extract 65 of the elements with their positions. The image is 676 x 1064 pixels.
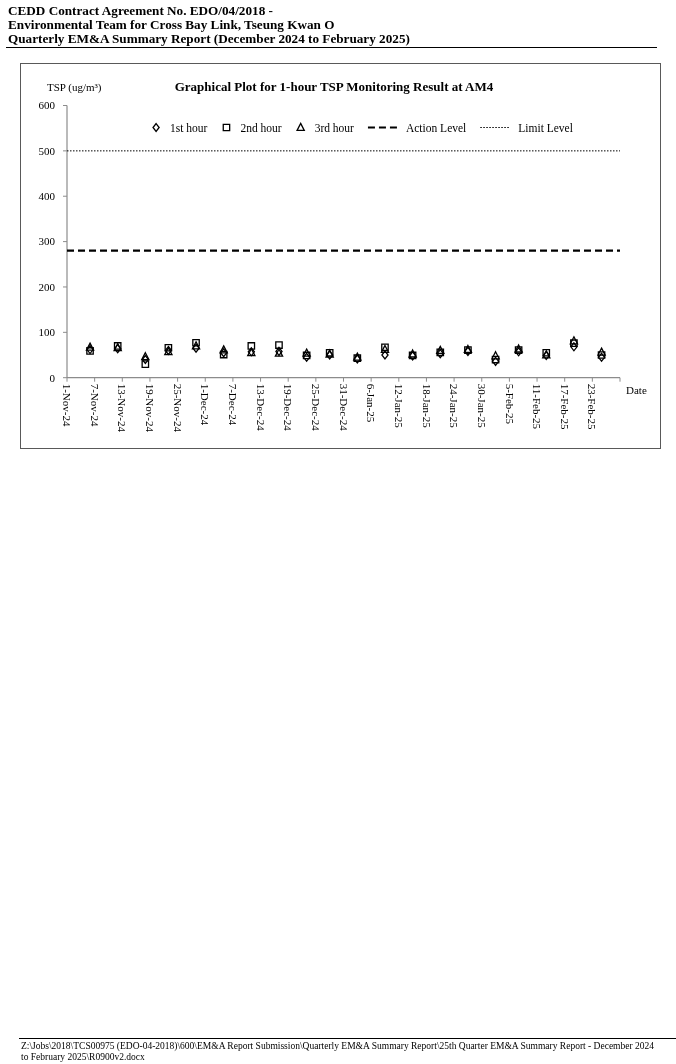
point xyxy=(85,342,95,351)
y-tick-label: 0 xyxy=(49,371,56,384)
x-axis-title: Date xyxy=(626,384,647,396)
text: Quarterly EM&A Summary Report (December 2024 to February 2025) xyxy=(8,31,410,46)
x-tick-label: 7-Dec-24 xyxy=(227,383,240,426)
y-tick-label: 300 xyxy=(38,235,56,248)
x-tick-label: 25-Nov-24 xyxy=(171,383,184,433)
point xyxy=(569,336,579,345)
point xyxy=(192,338,200,347)
point xyxy=(275,341,283,349)
point xyxy=(570,342,578,352)
x-tick-label: 5-Feb-25 xyxy=(503,383,516,425)
point xyxy=(381,350,389,360)
point xyxy=(219,345,228,354)
point xyxy=(514,347,523,357)
x-tick-label: 18-Jan-25 xyxy=(420,383,433,429)
text: Environmental Team for Cross Bay Link, Tseung Kwan O xyxy=(8,17,335,32)
x-tick-label: 12-Jan-25 xyxy=(392,383,405,429)
point xyxy=(353,352,362,361)
chart-title: Graphical Plot for 1-hour TSP Monitoring Result at AM4 xyxy=(174,79,494,94)
point xyxy=(302,348,311,357)
x-tick-label: 25-Dec-24 xyxy=(310,383,322,432)
x-tick-label: 1-Dec-24 xyxy=(199,383,212,426)
y-tick-label: 400 xyxy=(38,190,56,203)
point xyxy=(491,351,500,360)
point xyxy=(86,344,94,355)
x-tick-label: 13-Dec-24 xyxy=(254,383,267,432)
x-tick-label: 11-Feb-25 xyxy=(531,383,544,430)
point xyxy=(436,345,445,355)
y-axis-title: TSP (ug/m³) xyxy=(47,81,102,94)
x-tick-label: 31-Dec-24 xyxy=(337,383,350,432)
point xyxy=(86,347,94,355)
point xyxy=(141,354,150,365)
point xyxy=(141,352,150,361)
y-tick-label: 200 xyxy=(38,280,56,293)
legend-label: 1st hour xyxy=(170,121,208,134)
point xyxy=(247,342,256,350)
legend-label: Limit Level xyxy=(518,121,573,134)
point xyxy=(597,347,606,356)
x-tick-label: 1-Nov-24 xyxy=(61,383,74,427)
legend-label: Action Level xyxy=(405,121,467,134)
point xyxy=(597,352,606,362)
y-tick-label: 100 xyxy=(38,326,56,339)
x-tick-label: 24-Jan-25 xyxy=(448,383,461,429)
x-tick-label: 13-Nov-24 xyxy=(116,383,129,433)
y-tick-label: 600 xyxy=(38,99,56,112)
legend-label: 2nd hour xyxy=(240,121,282,134)
text: Z:\Jobs\2018\TCS00975 (EDO-04-2018)\600\EM&A Report Submission\Quarterly EM&A Summary Report\25th Quarter EM&A Summary Report - December 2024 to February 2025\R0900v2.docx xyxy=(21,1041,655,1062)
point xyxy=(141,360,150,368)
legend-label: 3rd hour xyxy=(314,121,355,134)
x-tick-label: 7-Nov-24 xyxy=(88,383,101,427)
x-tick-label: 23-Feb-25 xyxy=(586,383,599,431)
x-tick-label: 6-Jan-25 xyxy=(365,383,378,423)
y-tick-label: 500 xyxy=(38,144,56,157)
point xyxy=(597,351,606,359)
point xyxy=(570,339,578,348)
point xyxy=(164,343,173,352)
x-tick-label: 19-Dec-24 xyxy=(282,383,295,432)
point xyxy=(192,343,200,353)
point xyxy=(408,349,417,358)
x-tick-label: 19-Nov-24 xyxy=(144,383,157,433)
x-tick-label: 30-Jan-25 xyxy=(475,383,488,429)
x-tick-label: 17-Feb-25 xyxy=(558,383,571,431)
point xyxy=(191,341,201,350)
text: CEDD Contract Agreement No. EDO/04/2018 - xyxy=(8,3,273,18)
